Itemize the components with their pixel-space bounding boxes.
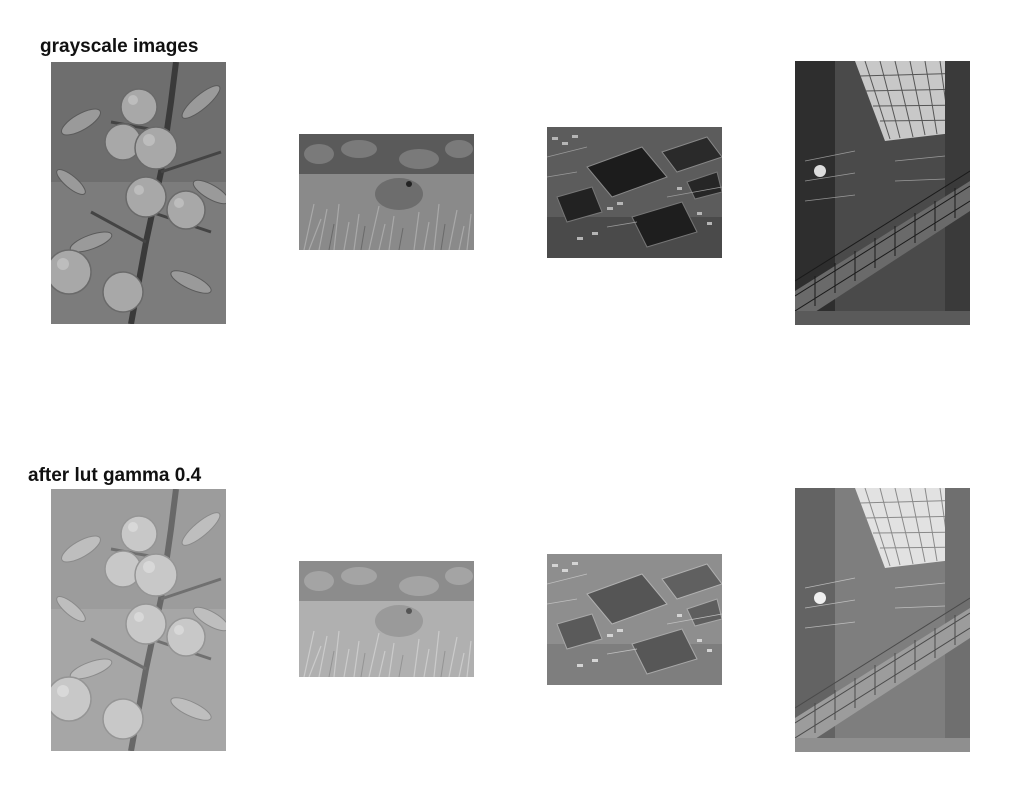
rabbit-image xyxy=(299,134,474,250)
row-title-grayscale: grayscale images xyxy=(40,36,199,57)
oranges-image xyxy=(51,62,226,324)
row-title-gamma: after lut gamma 0.4 xyxy=(28,465,202,486)
circuit-board-image-gamma xyxy=(547,554,722,685)
circuit-board-image xyxy=(547,127,722,258)
staircase-image xyxy=(795,61,970,325)
staircase-image-gamma xyxy=(795,488,970,752)
rabbit-image-gamma xyxy=(299,561,474,677)
oranges-image-gamma xyxy=(51,489,226,751)
